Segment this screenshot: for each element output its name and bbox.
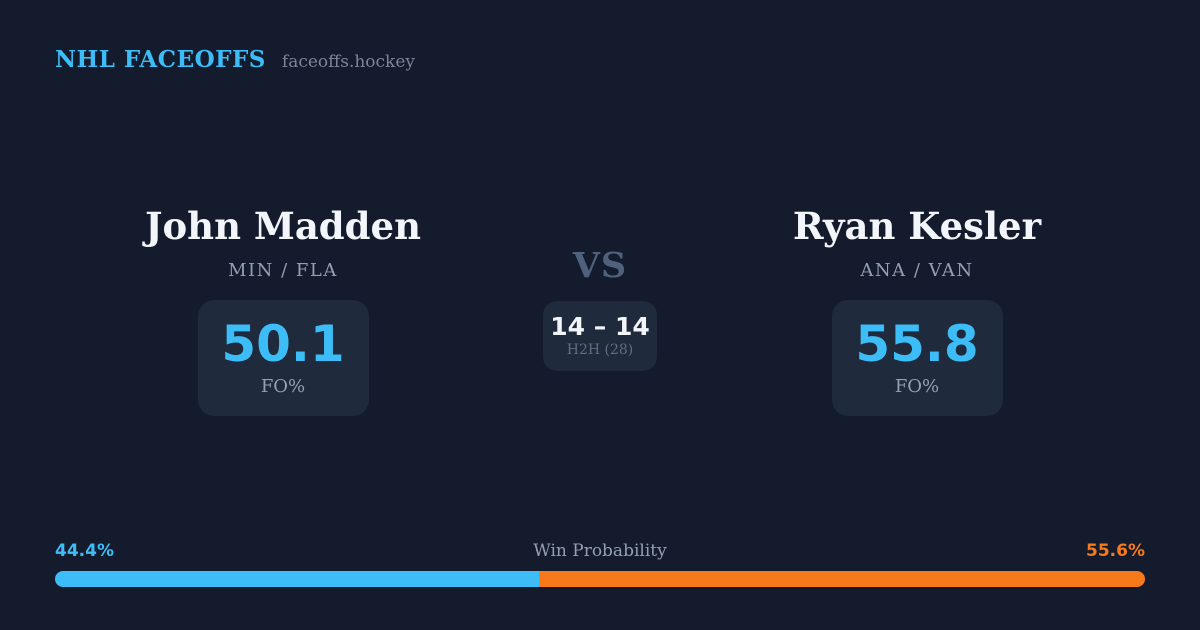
player-right-fo-card: 55.8 FO%: [831, 299, 1003, 416]
player-left-teams: MIN / FLA: [228, 259, 338, 281]
brand-title: NHL FACEOFFS: [55, 46, 266, 73]
h2h-label: H2H (28): [566, 342, 634, 358]
player-right-name: Ryan Kesler: [792, 204, 1042, 248]
win-prob-bar-left: [55, 571, 539, 587]
h2h-score: 14 – 14: [550, 312, 650, 341]
win-probability-section: 44.4% Win Probability 55.6%: [55, 541, 1145, 587]
player-left-fo-label: FO%: [260, 375, 306, 397]
player-left-fo-value: 50.1: [221, 314, 345, 373]
player-left-fo-card: 50.1 FO%: [197, 299, 369, 416]
player-right-fo-value: 55.8: [855, 314, 979, 373]
win-probability-labels: 44.4% Win Probability 55.6%: [55, 541, 1145, 564]
win-prob-title: Win Probability: [533, 541, 667, 561]
vs-label: VS: [572, 245, 628, 286]
vs-section: VS 14 – 14 H2H (28): [490, 248, 710, 371]
player-left-name: John Madden: [145, 204, 421, 248]
header: NHL FACEOFFS faceoffs.hockey: [55, 46, 415, 73]
win-prob-bar: [55, 571, 1145, 587]
win-prob-left-pct: 44.4%: [55, 541, 114, 561]
player-right-teams: ANA / VAN: [860, 259, 974, 281]
h2h-card: 14 – 14 H2H (28): [543, 301, 657, 371]
site-domain: faceoffs.hockey: [281, 52, 416, 72]
player-right-section: Ryan Kesler ANA / VAN 55.8 FO%: [737, 206, 1097, 416]
player-left-section: John Madden MIN / FLA 50.1 FO%: [103, 206, 463, 416]
player-right-fo-label: FO%: [894, 375, 940, 397]
win-prob-right-pct: 55.6%: [1086, 541, 1145, 561]
win-prob-bar-right: [538, 571, 1145, 587]
